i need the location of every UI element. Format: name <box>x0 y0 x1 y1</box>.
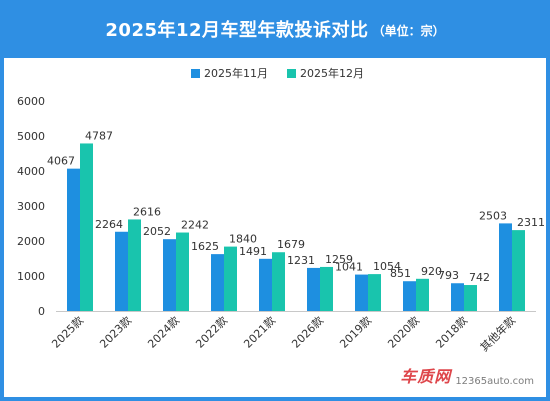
data-label: 793 <box>438 269 459 282</box>
category-label: 2026款 <box>289 313 326 350</box>
title-bar: 2025年12月车型年款投诉对比 （单位：宗） <box>0 0 550 58</box>
data-label: 1625 <box>191 240 219 253</box>
category-label: 2025款 <box>49 313 86 350</box>
data-label: 1041 <box>335 261 363 274</box>
bar-nov <box>307 267 320 311</box>
legend-label-1: 2025年11月 <box>204 66 268 80</box>
bar-nov <box>355 274 368 311</box>
category-label: 2021款 <box>241 313 278 350</box>
data-label: 4067 <box>47 155 75 168</box>
y-tick-label: 5000 <box>17 130 45 143</box>
legend-label-2: 2025年12月 <box>300 66 364 80</box>
data-label: 742 <box>469 271 490 284</box>
data-label: 2311 <box>517 216 545 229</box>
bar-dec <box>224 246 237 311</box>
unit-label: （单位：宗） <box>372 24 445 38</box>
bar-dec <box>272 252 285 311</box>
bar-nov <box>211 254 224 311</box>
data-label: 2052 <box>143 225 171 238</box>
watermark-logo: 车质网 <box>400 367 452 386</box>
data-label: 851 <box>390 267 411 280</box>
bar-dec <box>416 278 429 311</box>
bar-dec <box>320 266 333 311</box>
data-label: 1679 <box>277 238 305 251</box>
category-label: 2018款 <box>433 313 470 350</box>
y-tick-label: 2000 <box>17 235 45 248</box>
y-tick-label: 6000 <box>17 95 45 108</box>
bar-nov <box>67 168 80 311</box>
bar-dec <box>512 230 525 311</box>
bar-dec <box>464 285 477 311</box>
watermark: 车质网 12365auto.com <box>400 363 534 387</box>
y-tick-label: 3000 <box>17 200 45 213</box>
bar-nov <box>499 223 512 311</box>
legend-swatch-2 <box>287 69 296 78</box>
chart-panel: 0 1000 2000 3000 4000 5000 6000 2025年11月 2025年12… <box>4 58 546 397</box>
data-label: 1259 <box>325 253 353 266</box>
category-label: 2019款 <box>337 313 374 350</box>
data-label: 920 <box>421 265 442 278</box>
data-label: 2616 <box>133 205 161 218</box>
data-label: 1054 <box>373 260 401 273</box>
category-label: 2022款 <box>193 313 230 350</box>
category-label: 2023款 <box>97 313 134 350</box>
bar-nov <box>115 231 128 311</box>
data-label: 4787 <box>85 129 113 142</box>
y-tick-label: 1000 <box>17 270 45 283</box>
data-label: 1231 <box>287 254 315 267</box>
category-label: 其他年款 <box>477 313 518 354</box>
bar-dec <box>80 143 93 311</box>
chart-title: 2025年12月车型年款投诉对比 <box>105 20 369 41</box>
bar-nov <box>259 258 272 311</box>
data-label: 1840 <box>229 233 257 246</box>
bar-nov <box>163 239 176 311</box>
category-label: 2020款 <box>385 313 422 350</box>
legend-swatch-1 <box>191 69 200 78</box>
category-label: 2024款 <box>145 313 182 350</box>
bar-dec <box>368 274 381 311</box>
y-tick-label: 0 <box>38 305 45 318</box>
bar-nov <box>451 283 464 311</box>
bar-dec <box>176 232 189 311</box>
bar-dec <box>128 219 141 311</box>
bar-chart: 0 1000 2000 3000 4000 5000 6000 2025年11月 2025年12… <box>17 66 545 354</box>
data-label: 2264 <box>95 218 123 231</box>
bar-nov <box>403 281 416 311</box>
y-tick-label: 4000 <box>17 165 45 178</box>
watermark-site: 12365auto.com <box>455 376 534 387</box>
data-label: 1491 <box>239 245 267 258</box>
data-label: 2242 <box>181 219 209 232</box>
data-label: 2503 <box>479 209 507 222</box>
